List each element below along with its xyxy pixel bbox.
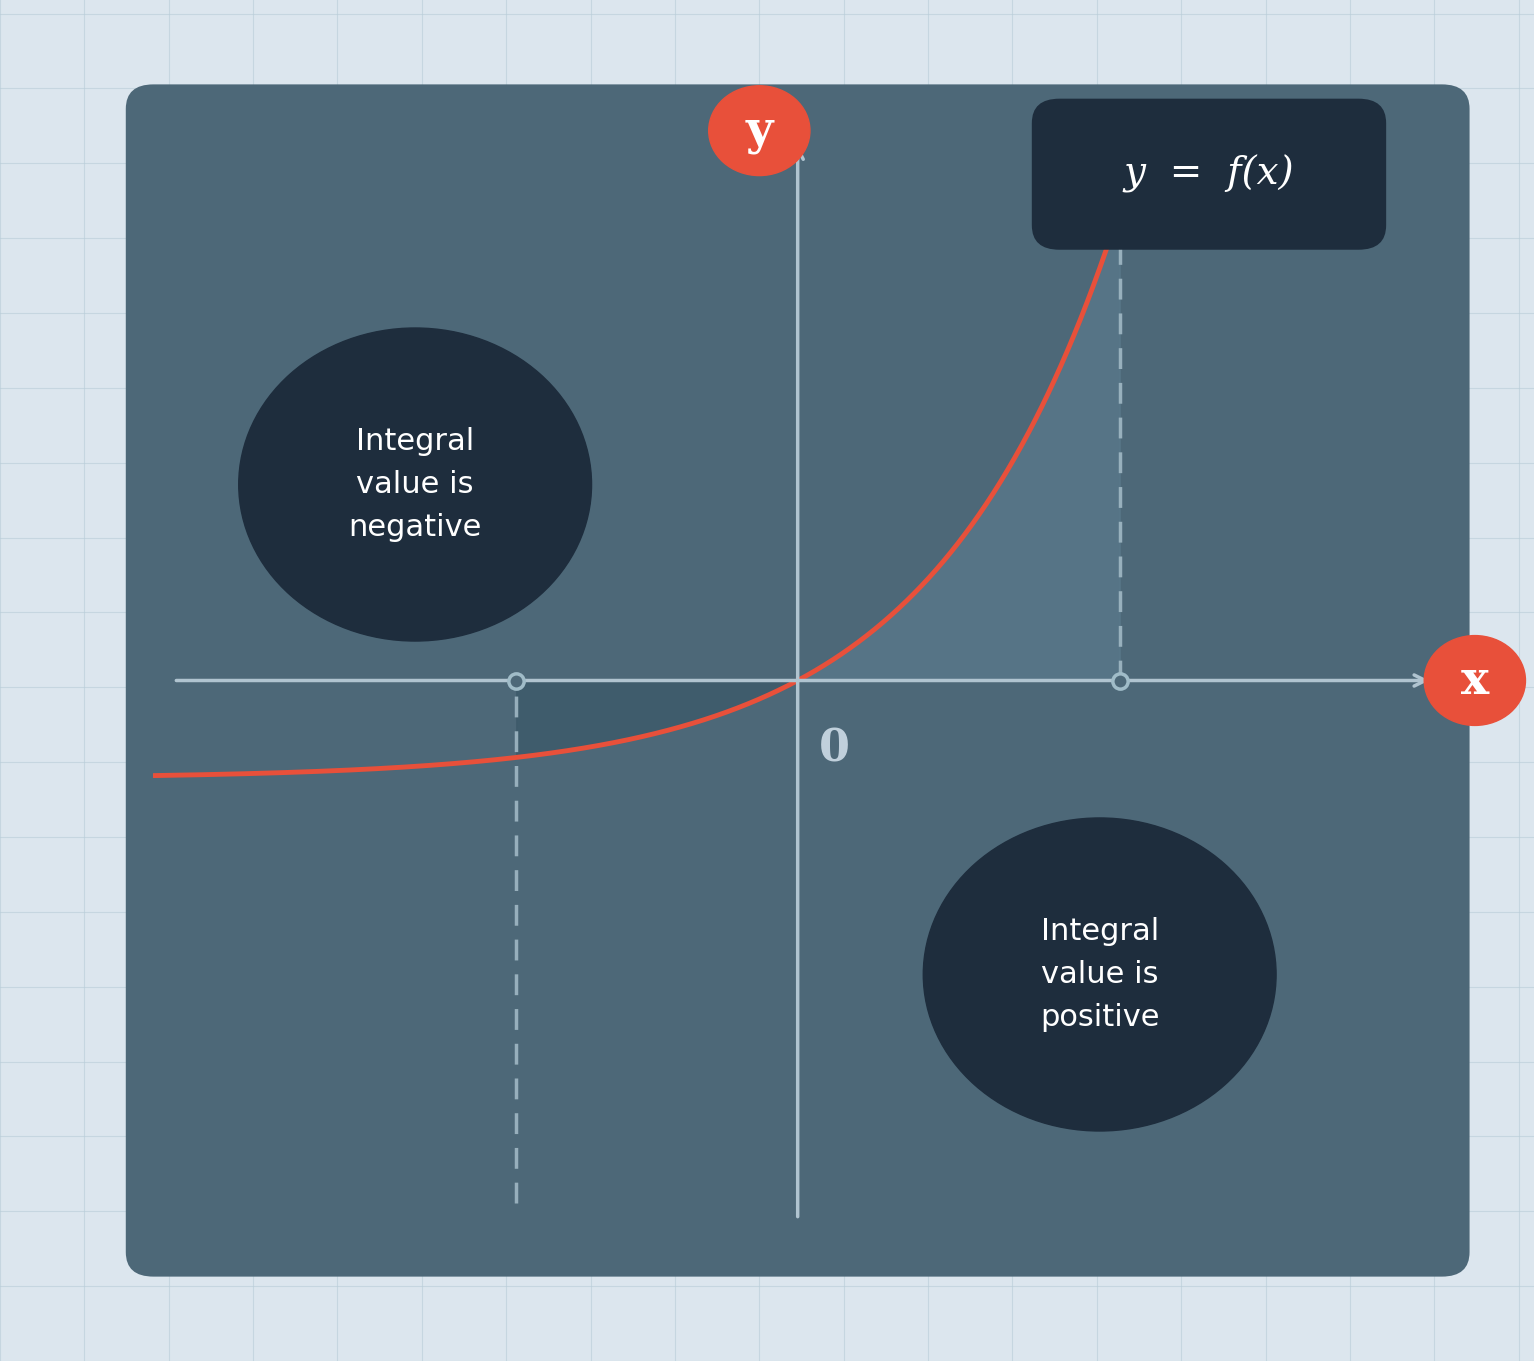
Text: Integral
value is
negative: Integral value is negative bbox=[348, 427, 482, 542]
Text: y  =  f(x): y = f(x) bbox=[1124, 155, 1295, 193]
Text: Integral
value is
positive: Integral value is positive bbox=[1040, 917, 1160, 1032]
Text: x: x bbox=[1460, 657, 1490, 704]
Text: y: y bbox=[746, 108, 773, 154]
Text: 0: 0 bbox=[819, 728, 850, 770]
